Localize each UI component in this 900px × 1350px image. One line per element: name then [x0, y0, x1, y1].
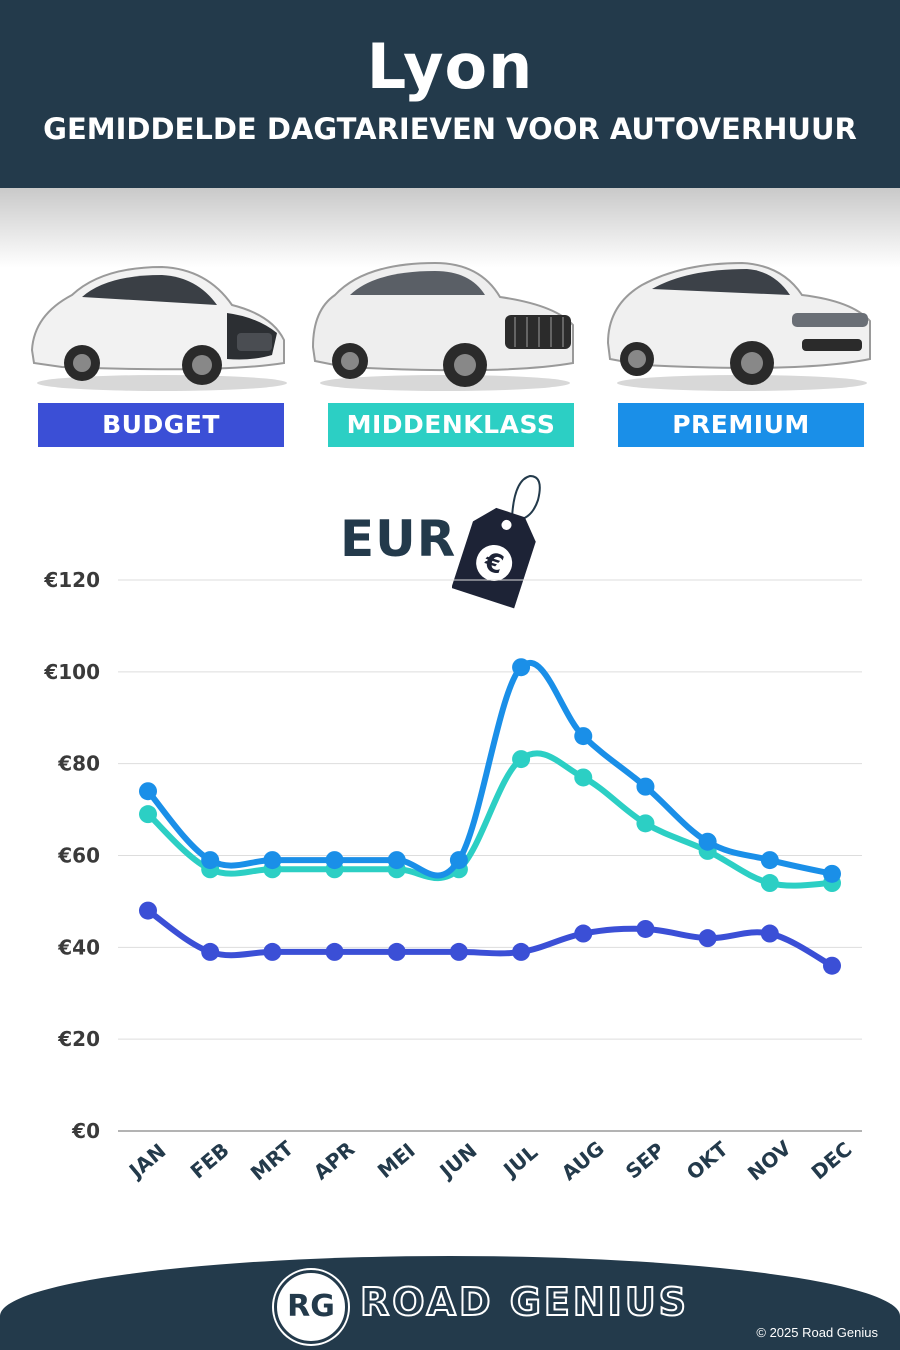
- data-point-budget-mrt: [263, 942, 282, 961]
- data-point-budget-nov: [760, 924, 779, 943]
- x-tick-label: SEP: [621, 1138, 669, 1184]
- currency-label: EUR: [340, 510, 457, 568]
- header-banner: Lyon GEMIDDELDE DAGTARIEVEN VOOR AUTOVER…: [0, 0, 900, 188]
- y-tick-label: €20: [57, 1027, 100, 1051]
- data-point-premium-jul: [512, 658, 531, 677]
- price-line-chart: €0 €20 €40 €60 €80 €100 €120 JAN FEB MRT APR MEI JUN…: [43, 568, 862, 1185]
- y-tick-label: €120: [43, 568, 100, 592]
- series-line-budget: [145, 907, 835, 969]
- x-tick-label: MRT: [246, 1136, 299, 1185]
- x-tick-label: OKT: [682, 1136, 733, 1184]
- data-point-premium-okt: [698, 832, 717, 851]
- data-point-budget-sep: [636, 919, 655, 938]
- data-point-premium-mei: [387, 851, 406, 870]
- category-label-premium: PREMIUM: [618, 403, 864, 447]
- data-point-budget-mei: [387, 942, 406, 961]
- data-point-middenklass-nov: [760, 874, 779, 893]
- road-genius-logo-icon: RG: [274, 1270, 348, 1344]
- data-point-budget-okt: [698, 929, 717, 948]
- x-tick-label: DEC: [807, 1137, 857, 1184]
- data-point-budget-jul: [512, 942, 531, 961]
- euro-price-tag-icon: €: [451, 470, 552, 610]
- x-tick-label: FEB: [186, 1138, 234, 1184]
- data-point-budget-apr: [325, 942, 344, 961]
- x-tick-label: NOV: [743, 1135, 796, 1185]
- category-label-budget: BUDGET: [38, 403, 284, 447]
- data-point-middenklass-aug: [574, 768, 593, 787]
- data-point-middenklass-jan: [139, 805, 157, 824]
- copyright-text: © 2025 Road Genius: [756, 1325, 878, 1340]
- x-tick-label: JAN: [123, 1139, 170, 1184]
- series-line-premium: [145, 660, 835, 879]
- x-tick-label: JUN: [434, 1138, 482, 1184]
- x-tick-label: AUG: [557, 1136, 609, 1185]
- y-tick-label: €0: [71, 1119, 100, 1143]
- y-tick-label: €40: [57, 935, 100, 959]
- data-point-premium-sep: [636, 777, 655, 796]
- data-point-premium-nov: [760, 851, 779, 870]
- brand-name: ROAD GENIUS: [359, 1279, 690, 1325]
- data-point-premium-aug: [574, 727, 593, 746]
- data-point-premium-apr: [325, 851, 344, 870]
- premium-suv-car-image: [602, 255, 872, 395]
- category-label-middenklass: MIDDENKLASS: [328, 403, 574, 447]
- y-tick-label: €80: [57, 752, 100, 776]
- x-tick-label: JUL: [497, 1140, 542, 1183]
- midsize-suv-car-image: [305, 255, 575, 395]
- footer-banner: [0, 1256, 900, 1350]
- city-title: Lyon: [366, 30, 534, 103]
- data-point-budget-feb: [201, 942, 220, 961]
- data-point-budget-dec: [823, 956, 841, 975]
- budget-hatchback-car-image: [22, 255, 292, 395]
- data-point-premium-dec: [823, 864, 841, 883]
- header-shadow: [0, 188, 900, 268]
- data-point-budget-aug: [574, 924, 593, 943]
- y-tick-label: €100: [43, 660, 100, 684]
- x-tick-label: APR: [309, 1137, 359, 1185]
- data-point-premium-feb: [201, 851, 220, 870]
- x-tick-label: MEI: [373, 1138, 420, 1183]
- data-point-premium-jan: [139, 782, 157, 801]
- data-point-premium-jun: [449, 851, 468, 870]
- y-tick-label: €60: [57, 844, 100, 868]
- data-point-middenklass-sep: [636, 814, 655, 833]
- data-point-premium-mrt: [263, 851, 282, 870]
- data-point-budget-jun: [449, 942, 468, 961]
- data-point-middenklass-jul: [512, 750, 531, 769]
- page-subtitle: GEMIDDELDE DAGTARIEVEN VOOR AUTOVERHUUR: [43, 112, 857, 146]
- data-point-budget-jan: [139, 901, 157, 920]
